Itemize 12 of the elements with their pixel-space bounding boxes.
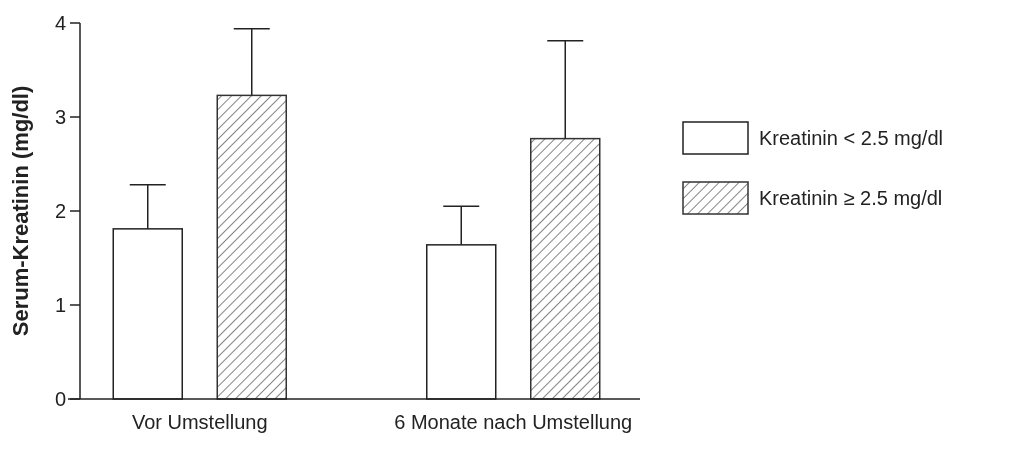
y-tick-label: 1 <box>54 294 66 316</box>
legend-label: Kreatinin < 2.5 mg/dl <box>759 127 943 149</box>
x-tick-label: Vor Umstellung <box>131 411 268 433</box>
y-tick-label: 0 <box>54 388 66 410</box>
legend-label: Kreatinin ≥ 2.5 mg/dl <box>759 187 943 209</box>
y-axis-title: Serum-Kreatinin (mg/dl) <box>8 85 33 337</box>
bar <box>530 137 601 400</box>
y-tick-label: 2 <box>54 200 66 222</box>
y-tick-label: 4 <box>54 12 66 34</box>
bar <box>216 94 287 400</box>
y-tick-label: 3 <box>54 106 66 128</box>
x-tick-label: 6 Monate nach Umstellung <box>394 411 633 433</box>
